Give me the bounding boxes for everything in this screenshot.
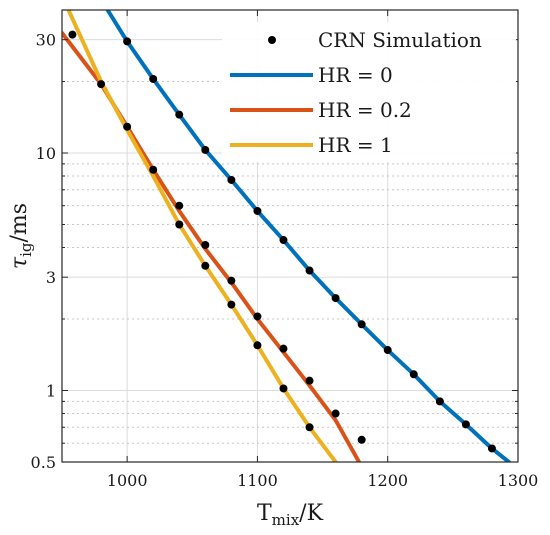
legend-label: HR = 1 bbox=[318, 133, 393, 157]
legend-label: HR = 0 bbox=[318, 63, 393, 87]
data-point bbox=[201, 145, 210, 154]
legend-label: CRN Simulation bbox=[318, 28, 482, 52]
series-group bbox=[62, 10, 511, 462]
legend: CRN Simulation HR = 0 HR = 0.2 HR = 1 bbox=[222, 22, 516, 162]
x-axis-label: Tmix/K bbox=[257, 501, 324, 529]
data-point bbox=[253, 341, 262, 350]
y-tick-label: 0.5 bbox=[31, 453, 56, 472]
plot-frame bbox=[61, 9, 519, 463]
legend-label: HR = 0.2 bbox=[318, 98, 412, 122]
data-point bbox=[68, 30, 77, 39]
data-point bbox=[253, 206, 262, 215]
data-point bbox=[201, 261, 210, 270]
y-axis-label: τig/ms bbox=[7, 203, 35, 269]
data-point bbox=[331, 294, 340, 303]
data-point bbox=[149, 74, 158, 83]
data-point bbox=[305, 376, 314, 385]
data-point bbox=[357, 320, 366, 329]
data-point bbox=[175, 110, 184, 119]
legend-marker bbox=[268, 36, 276, 44]
data-point bbox=[305, 423, 314, 432]
data-point bbox=[461, 420, 470, 429]
y-tick-label: 3 bbox=[46, 268, 56, 287]
x-tick-label: 1100 bbox=[237, 471, 278, 490]
data-point bbox=[123, 37, 132, 46]
data-point bbox=[201, 240, 210, 249]
legend-box bbox=[222, 22, 516, 162]
data-point bbox=[383, 346, 392, 355]
data-point bbox=[279, 236, 288, 245]
data-point bbox=[331, 409, 340, 418]
data-point bbox=[227, 276, 236, 285]
x-tick-label: 1000 bbox=[107, 471, 148, 490]
data-point bbox=[279, 344, 288, 353]
data-point bbox=[175, 220, 184, 229]
axis-ticks: 1000 1100 1200 1300 0.5 1 3 10 30 bbox=[31, 10, 539, 490]
data-point bbox=[435, 397, 444, 406]
data-point bbox=[487, 444, 496, 453]
plot-area bbox=[62, 10, 511, 462]
y-tick-label: 1 bbox=[46, 382, 56, 401]
data-point bbox=[227, 300, 236, 309]
data-point bbox=[123, 122, 132, 131]
x-tick-label: 1200 bbox=[367, 471, 408, 490]
data-point bbox=[253, 312, 262, 321]
data-point bbox=[279, 384, 288, 393]
data-point bbox=[409, 370, 418, 379]
x-tick-label: 1300 bbox=[498, 471, 539, 490]
data-point bbox=[97, 80, 106, 89]
y-tick-label: 10 bbox=[36, 144, 56, 163]
data-point bbox=[357, 435, 366, 444]
data-point bbox=[149, 165, 158, 174]
data-point bbox=[305, 266, 314, 275]
data-point bbox=[227, 175, 236, 184]
y-tick-label: 30 bbox=[36, 31, 56, 50]
data-point bbox=[175, 201, 184, 210]
